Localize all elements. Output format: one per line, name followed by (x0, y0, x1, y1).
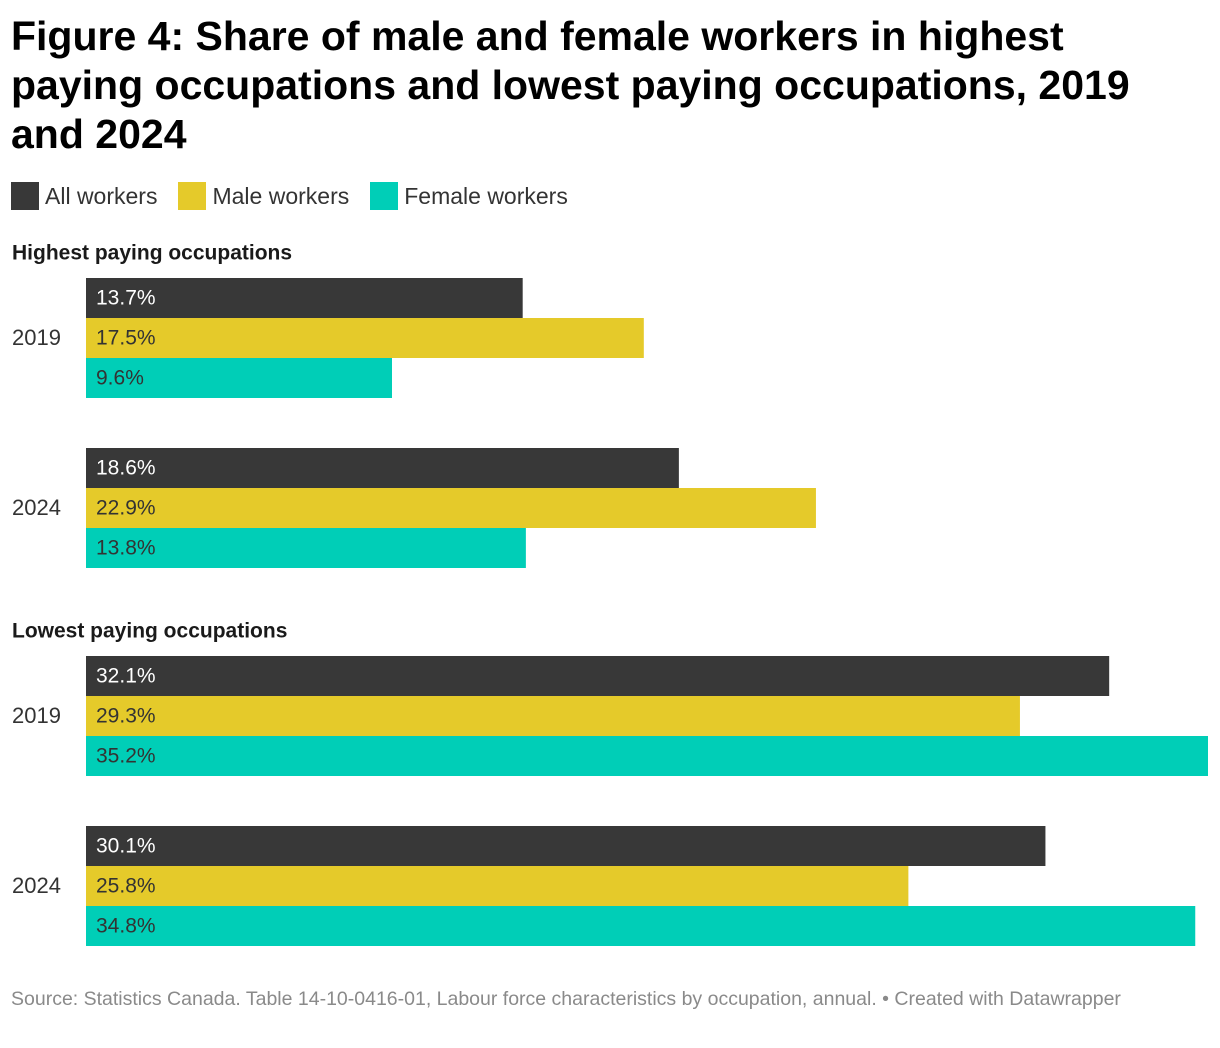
data-label-highest-2024-female-workers: 13.8% (96, 537, 156, 560)
legend-item-female-workers: Female workers (370, 182, 568, 210)
bar-highest-2019-all-workers (86, 278, 523, 318)
bar-highest-2019-female-workers (86, 358, 392, 398)
category-label-highest-2019: 2019 (12, 325, 61, 350)
bar-lowest-2024-female-workers (86, 906, 1196, 946)
bar-lowest-2024-male-workers (86, 866, 909, 906)
data-label-highest-2019-all-workers: 13.7% (96, 287, 156, 310)
legend: All workers Male workers Female workers (11, 182, 589, 210)
group-header-highest: Highest paying occupations (12, 242, 292, 265)
bar-highest-2024-all-workers (86, 448, 679, 488)
bar-highest-2019-male-workers (86, 318, 644, 358)
data-label-lowest-2019-female-workers: 35.2% (96, 745, 156, 768)
bar-lowest-2019-male-workers (86, 696, 1020, 736)
legend-item-male-workers: Male workers (178, 182, 349, 210)
bar-chart: Highest paying occupations 2019 13.7% 17.5%… (12, 242, 1208, 946)
legend-swatch-all-workers (11, 182, 39, 210)
group-header-lowest: Lowest paying occupations (12, 620, 287, 643)
data-label-highest-2024-male-workers: 22.9% (96, 497, 156, 520)
legend-label-all-workers: All workers (45, 182, 158, 209)
source-note: Source: Statistics Canada. Table 14-10-0… (11, 988, 1121, 1010)
data-label-highest-2019-female-workers: 9.6% (96, 367, 144, 390)
bar-lowest-2024-all-workers (86, 826, 1046, 866)
legend-label-male-workers: Male workers (212, 182, 350, 209)
data-label-lowest-2024-male-workers: 25.8% (96, 875, 156, 898)
category-label-lowest-2024: 2024 (12, 873, 61, 898)
legend-item-all-workers: All workers (11, 182, 157, 210)
data-label-highest-2019-male-workers: 17.5% (96, 327, 156, 350)
bar-lowest-2019-female-workers (86, 736, 1208, 776)
data-label-lowest-2024-female-workers: 34.8% (96, 915, 156, 938)
data-label-lowest-2024-all-workers: 30.1% (96, 835, 156, 858)
bar-highest-2024-male-workers (86, 488, 816, 528)
bar-highest-2024-female-workers (86, 528, 526, 568)
category-label-highest-2024: 2024 (12, 495, 61, 520)
legend-label-female-workers: Female workers (404, 182, 568, 209)
legend-swatch-female-workers (370, 182, 399, 210)
data-label-lowest-2019-male-workers: 29.3% (96, 705, 156, 728)
chart-title: Figure 4: Share of male and female worke… (11, 13, 1130, 157)
data-label-lowest-2019-all-workers: 32.1% (96, 665, 156, 688)
bar-lowest-2019-all-workers (86, 656, 1110, 696)
data-label-highest-2024-all-workers: 18.6% (96, 457, 156, 480)
category-label-lowest-2019: 2019 (12, 703, 61, 728)
legend-swatch-male-workers (178, 182, 207, 210)
